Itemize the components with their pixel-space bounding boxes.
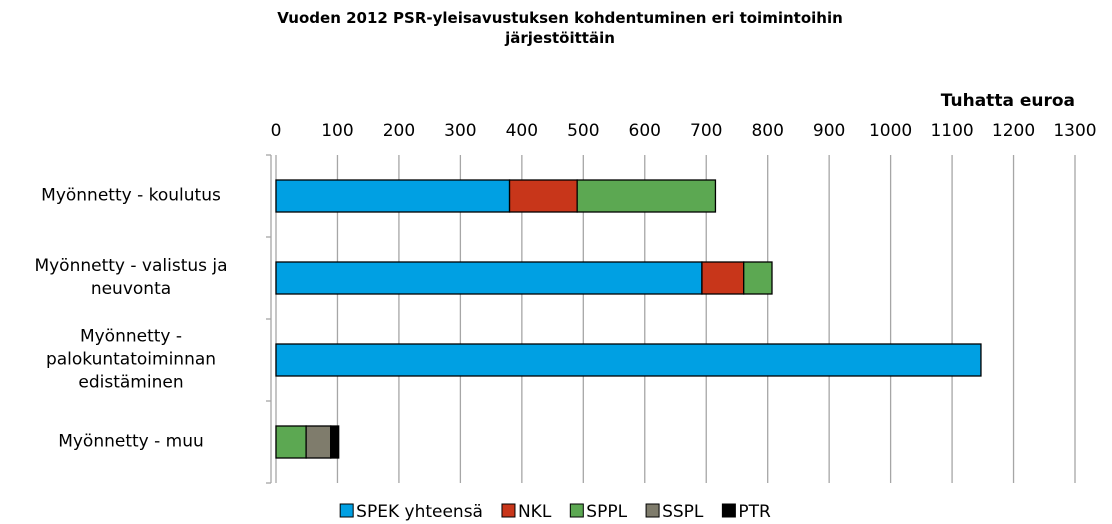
x-axis-label: Tuhatta euroa xyxy=(941,91,1075,111)
bar-segment xyxy=(275,343,982,377)
bar-segment xyxy=(743,261,773,295)
bar-segment xyxy=(275,261,703,295)
y-tick-label: Myönnetty - palokuntatoiminnan edistämin… xyxy=(45,326,217,393)
x-tick-label: 500 xyxy=(567,121,599,141)
x-tick-label: 400 xyxy=(506,121,538,141)
y-tick-label: Myönnetty - koulutus xyxy=(41,185,221,206)
legend-swatch xyxy=(501,503,516,518)
x-tick-label: 1300 xyxy=(1053,121,1096,141)
y-tick-label: Myönnetty - valistus ja neuvonta xyxy=(34,256,228,299)
bar-segment xyxy=(275,425,307,459)
legend-label: SSPL xyxy=(662,502,704,522)
bar-segment xyxy=(275,179,511,213)
x-tick-label: 700 xyxy=(690,121,722,141)
legend-swatch xyxy=(569,503,584,518)
legend-label: PTR xyxy=(738,502,771,522)
x-tick-label: 300 xyxy=(444,121,476,141)
legend-swatch xyxy=(339,503,354,518)
x-tick-label: 1100 xyxy=(930,121,973,141)
x-tick-label: 800 xyxy=(751,121,783,141)
chart-title: Vuoden 2012 PSR-yleisavustuksen kohdentu… xyxy=(277,9,843,47)
bar-segment xyxy=(508,179,578,213)
legend-label: SPEK yhteensä xyxy=(356,502,483,522)
legend-label: NKL xyxy=(518,502,552,522)
x-tick-label: 100 xyxy=(321,121,353,141)
y-tick-label: Myönnetty - muu xyxy=(58,431,204,452)
x-tick-label: 600 xyxy=(629,121,661,141)
legend-label: SPPL xyxy=(586,502,627,522)
x-tick-label: 200 xyxy=(383,121,415,141)
bar-segment xyxy=(305,425,332,459)
legend-swatch xyxy=(645,503,660,518)
x-tick-label: 900 xyxy=(813,121,845,141)
bar-segment xyxy=(330,425,340,459)
bar-segment xyxy=(701,261,745,295)
x-tick-label: 0 xyxy=(271,121,282,141)
legend-swatch xyxy=(721,503,736,518)
x-tick-label: 1000 xyxy=(869,121,912,141)
bar-segment xyxy=(576,179,717,213)
x-tick-label: 1200 xyxy=(992,121,1035,141)
